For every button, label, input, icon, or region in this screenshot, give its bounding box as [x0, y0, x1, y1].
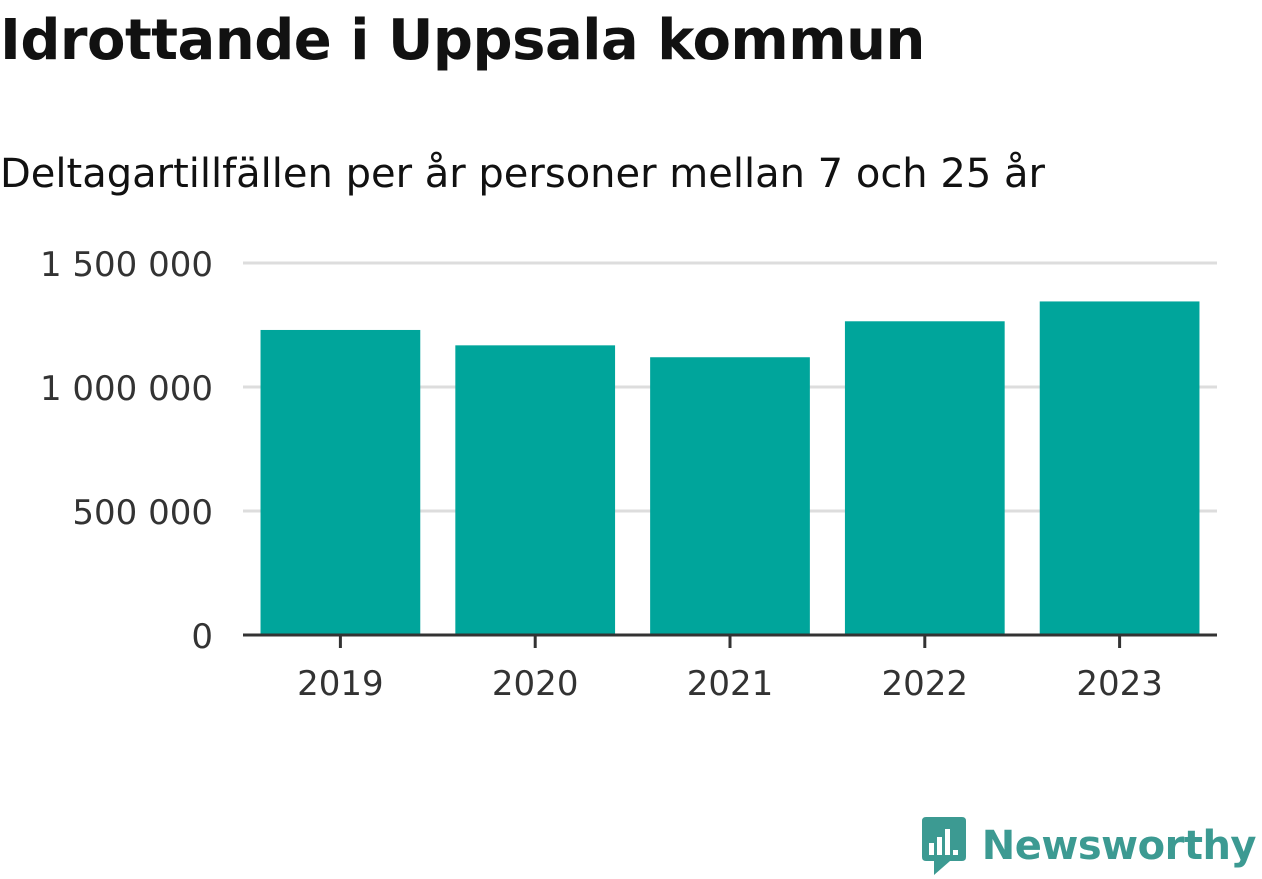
bars [260, 301, 1200, 635]
bar-2022 [844, 321, 1005, 635]
y-tick-label: 1 000 000 [40, 369, 213, 409]
bar-2020 [455, 345, 616, 635]
bar-2021 [650, 357, 810, 635]
x-tick-label: 2022 [882, 664, 969, 704]
x-tick-label: 2023 [1076, 664, 1163, 704]
bar-2019 [260, 329, 421, 635]
bar-2023 [1039, 301, 1200, 635]
y-tick-label: 1 500 000 [40, 245, 213, 285]
newsworthy-logo-icon [921, 817, 966, 875]
x-tick-label: 2019 [297, 664, 384, 704]
y-tick-label: 0 [191, 617, 213, 657]
newsworthy-logo: Newsworthy [920, 817, 1257, 875]
x-axis-tick-labels: 2019 2020 2021 2022 2023 [297, 664, 1163, 704]
y-tick-label: 500 000 [72, 493, 213, 533]
newsworthy-logo-text: Newsworthy [981, 823, 1257, 869]
chart-title: Idrottande i Uppsala kommun [0, 8, 925, 73]
y-axis-tick-labels: 0 500 000 1 000 000 1 500 000 [40, 245, 213, 657]
x-tick-label: 2020 [492, 664, 579, 704]
x-tick-label: 2021 [687, 664, 774, 704]
x-axis [243, 633, 1217, 648]
chart-subtitle: Deltagartillfällen per år personer mella… [0, 151, 1045, 197]
